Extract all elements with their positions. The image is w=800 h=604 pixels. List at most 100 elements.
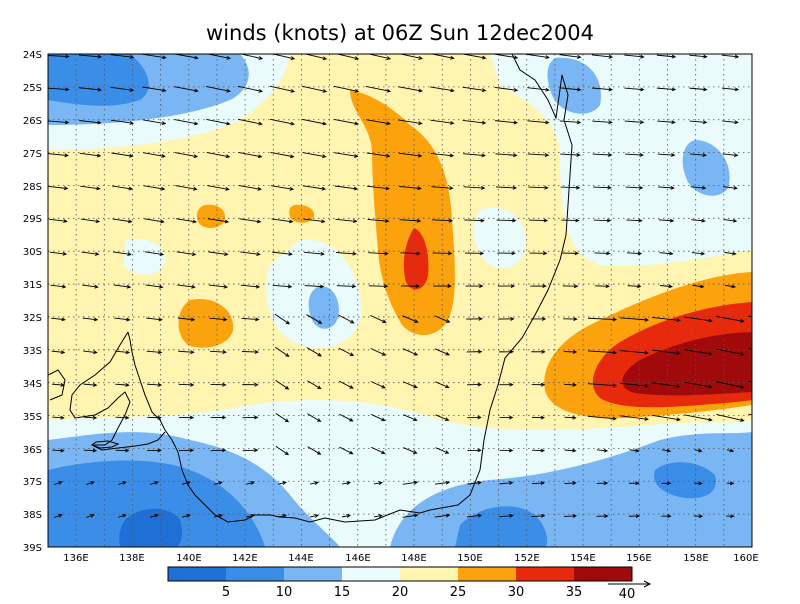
wind-vector-shaft bbox=[755, 121, 770, 123]
x-tick-136e: 136E bbox=[63, 553, 88, 564]
y-tick-36s: 36S bbox=[23, 445, 42, 456]
arrow-head-icon bbox=[764, 252, 767, 255]
wind-vector-arrow bbox=[628, 547, 639, 550]
arrow-head-icon bbox=[90, 547, 93, 550]
x-tick-152e: 152E bbox=[514, 553, 539, 564]
y-tick-30s: 30S bbox=[23, 247, 42, 258]
y-tick-32s: 32S bbox=[23, 313, 42, 324]
y-tick-39s: 39S bbox=[23, 543, 42, 554]
arrow-head-icon bbox=[772, 419, 775, 422]
y-tick-24s: 24S bbox=[23, 50, 42, 61]
y-tick-29s: 29S bbox=[23, 214, 42, 225]
colorbar-label-20: 20 bbox=[392, 585, 409, 600]
arrow-head-icon bbox=[542, 547, 545, 550]
wind-vector-arrow bbox=[182, 547, 190, 550]
wind-vector-shaft bbox=[497, 220, 516, 221]
wind-vector-arrow bbox=[757, 252, 767, 255]
wind-vector-arrow bbox=[754, 88, 769, 91]
x-tick-150e: 150E bbox=[457, 553, 482, 564]
arrow-head-icon bbox=[772, 386, 775, 389]
wind-vector-shaft bbox=[756, 187, 769, 189]
wind-vector-arrow bbox=[499, 547, 513, 550]
colorbar-swatch-30-35 bbox=[516, 567, 574, 581]
wind-vector-shaft bbox=[594, 220, 610, 221]
wind-vector-arrow bbox=[759, 449, 765, 452]
arrow-head-icon bbox=[762, 548, 765, 551]
wind-vector-shaft bbox=[182, 548, 190, 550]
wind-vector-arrow bbox=[564, 547, 577, 550]
wind-vector-arrow bbox=[754, 55, 769, 58]
wind-vector-shaft bbox=[758, 285, 767, 287]
y-tick-25s: 25S bbox=[23, 83, 42, 94]
colorbar-swatch-35-40 bbox=[574, 567, 632, 581]
y-tick-33s: 33S bbox=[23, 346, 42, 357]
arrow-head-icon bbox=[573, 547, 576, 550]
arrow-head-icon bbox=[761, 449, 764, 452]
wind-vector-shaft bbox=[54, 548, 62, 551]
wind-vector-shaft bbox=[748, 414, 775, 421]
wind-vector-arrow bbox=[748, 414, 775, 422]
x-tick-142e: 142E bbox=[232, 553, 257, 564]
arrow-head-icon bbox=[772, 320, 775, 323]
colorbar-swatch-20-25 bbox=[400, 567, 458, 581]
arrow-head-icon bbox=[510, 547, 513, 550]
wind-vector-arrow bbox=[342, 547, 350, 550]
y-tick-31s: 31S bbox=[23, 280, 42, 291]
arrow-head-icon bbox=[250, 547, 253, 550]
y-tick-27s: 27S bbox=[23, 149, 42, 160]
arrow-head-icon bbox=[766, 88, 769, 91]
colorbar-label-5: 5 bbox=[222, 585, 230, 600]
x-tick-140e: 140E bbox=[176, 553, 201, 564]
x-tick-154e: 154E bbox=[570, 553, 595, 564]
arrow-head-icon bbox=[668, 547, 671, 550]
colorbar-label-15: 15 bbox=[334, 585, 351, 600]
wind-vector-arrow bbox=[756, 186, 769, 189]
arrow-head-icon bbox=[315, 547, 318, 550]
wind-vector-shaft bbox=[434, 548, 450, 550]
arrow-head-icon bbox=[122, 547, 125, 550]
arrow-head-icon bbox=[762, 515, 765, 518]
wind-vector-arrow bbox=[531, 547, 545, 550]
wind-vector-shaft bbox=[310, 548, 318, 550]
map-title: winds (knots) at 06Z Sun 12dec2004 bbox=[206, 21, 594, 45]
wind-vector-shaft bbox=[278, 548, 286, 550]
wind-vector-shaft bbox=[211, 450, 225, 451]
wind-vector-arrow bbox=[214, 547, 222, 550]
wind-vector-shaft bbox=[759, 450, 765, 452]
wind-vector-shaft bbox=[342, 548, 350, 549]
arrow-head-icon bbox=[154, 547, 157, 550]
arrow-head-icon bbox=[764, 219, 767, 222]
wind-vector-arrow bbox=[661, 547, 671, 550]
colorbar-label-25: 25 bbox=[450, 585, 467, 600]
y-tick-38s: 38S bbox=[23, 510, 42, 521]
wind-vector-arrow bbox=[150, 547, 158, 550]
arrow-head-icon bbox=[772, 353, 775, 356]
wind-vector-shaft bbox=[179, 384, 194, 385]
wind-vector-arrow bbox=[246, 547, 254, 550]
wind-vector-arrow bbox=[759, 482, 765, 485]
x-tick-158e: 158E bbox=[683, 553, 708, 564]
arrow-head-icon bbox=[765, 186, 768, 189]
wind-vector-shaft bbox=[116, 417, 129, 418]
wind-vector-arrow bbox=[118, 547, 126, 550]
colorbar: 5 10 15 20 25 30 35 40 bbox=[168, 567, 650, 600]
wind-vector-shaft bbox=[594, 253, 609, 254]
wind-vector-arrow bbox=[86, 547, 94, 550]
arrow-head-icon bbox=[636, 547, 639, 550]
y-tick-26s: 26S bbox=[23, 116, 42, 127]
colorbar-swatch-5-10 bbox=[226, 567, 284, 581]
wind-vector-arrow bbox=[596, 547, 608, 550]
wind-vector-shaft bbox=[467, 548, 482, 550]
x-axis-ticks: 136E 138E 140E 142E 144E 146E 148E 150E … bbox=[63, 553, 758, 564]
wind-vector-arrow bbox=[758, 548, 765, 551]
x-tick-156e: 156E bbox=[626, 553, 651, 564]
wind-vector-arrow bbox=[759, 515, 765, 518]
wind-vector-shaft bbox=[118, 548, 126, 550]
wind-vector-arrow bbox=[756, 219, 768, 222]
arrow-head-icon bbox=[766, 55, 769, 58]
contour-5-10-northwest bbox=[48, 54, 149, 106]
y-tick-37s: 37S bbox=[23, 477, 42, 488]
wind-vector-arrow bbox=[310, 547, 318, 550]
colorbar-label-35: 35 bbox=[566, 585, 583, 600]
